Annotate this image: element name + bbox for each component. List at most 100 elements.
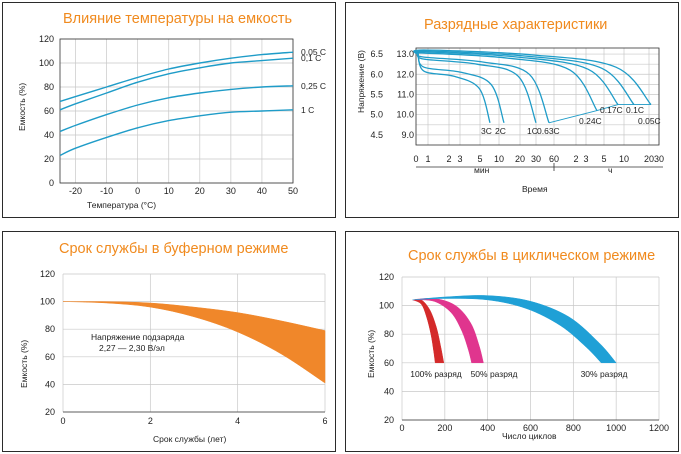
series-label: 0,05 C <box>301 47 326 57</box>
y-tick-label: 40 <box>44 130 54 140</box>
x-tick-label: 1200 <box>649 423 669 433</box>
x-tick-label: 2 <box>446 154 451 164</box>
discharge-curve <box>416 53 550 124</box>
y-tick-label: 120 <box>39 34 54 44</box>
y-tick-label: 120 <box>40 269 55 279</box>
series-label: 1 C <box>301 105 314 115</box>
series-label: 0.1C <box>626 105 644 115</box>
x-tick-label: 5 <box>601 154 606 164</box>
discharge-curve <box>414 51 619 106</box>
x-tick-label: 6 <box>322 416 327 426</box>
annotation-line-1: Напряжение подзаряда <box>91 332 185 342</box>
temperature-capacity-chart: Влияние температуры на емкость 0 20 40 60 80… <box>17 11 326 210</box>
discharge-curve <box>417 53 491 123</box>
discharge-curve <box>413 50 635 106</box>
series-label: 3C <box>481 126 492 136</box>
x-tick-label: 3 <box>457 154 462 164</box>
series-label: 0.05C <box>638 116 661 126</box>
x-tick-label: 10 <box>494 154 504 164</box>
y-tick-label: 60 <box>44 106 54 116</box>
plot-frame <box>59 38 294 184</box>
y-tick-label: 40 <box>45 379 55 389</box>
x-tick-label: 400 <box>480 423 495 433</box>
y-tick-label: 20 <box>45 407 55 417</box>
series-label: 0.24C <box>579 116 602 126</box>
x-axis-label: Температура (°C) <box>87 200 156 210</box>
x-tick-label: 0 <box>399 423 404 433</box>
x-tick-label: 20 <box>515 154 525 164</box>
series-line <box>59 57 294 111</box>
y-tick-label: 100 <box>379 301 394 311</box>
y-tick-label: 100 <box>40 297 55 307</box>
x-tick-label: -10 <box>100 186 113 196</box>
x-tick-label: 1000 <box>606 423 626 433</box>
y-axis-label: Емкость (%) <box>19 340 29 388</box>
x-tick-label: 3 <box>583 154 588 164</box>
discharge-characteristics-chart: Разрядные характеристики 0 1 2 3 5 10 20 30 60 2 3… <box>356 17 664 194</box>
y-tick-label-6v: 4.5 <box>370 130 383 140</box>
y-tick-label-12v: 12.0 <box>396 69 414 79</box>
y-tick-label-12v: 9.0 <box>401 130 414 140</box>
series-label: 100% разряд <box>410 369 462 379</box>
y-tick-label: 20 <box>44 154 54 164</box>
x-tick-label: 30 <box>226 186 236 196</box>
x-tick-label: 2 <box>148 416 153 426</box>
chart-title: Влияние температуры на емкость <box>63 11 292 27</box>
discharge-curve <box>417 53 505 124</box>
x-tick-label: 600 <box>523 423 538 433</box>
y-tick-label: 40 <box>384 386 394 396</box>
chart-title: Срок службы в буферном режиме <box>59 241 288 257</box>
discharge-curve <box>417 53 537 124</box>
y-tick-label-12v: 10.0 <box>396 110 414 120</box>
plot-frame <box>415 47 660 146</box>
cycle-band <box>412 295 617 364</box>
y-tick-label-6v: 6.5 <box>370 49 383 59</box>
float-life-band <box>62 301 326 384</box>
series-label: 0.63C <box>537 126 560 136</box>
y-tick-label: 80 <box>384 329 394 339</box>
x-tick-label: 0 <box>60 416 65 426</box>
float-life-panel: Срок службы в буферном режиме 20 40 60 80 10… <box>2 231 336 452</box>
x-tick-label: -20 <box>69 186 82 196</box>
temperature-capacity-panel: Влияние температуры на емкость 0 20 40 60 80… <box>2 2 336 218</box>
x-tick-label: 40 <box>257 186 267 196</box>
y-axis-label: Напряжение (В) <box>356 50 366 113</box>
series-label: 0,25 C <box>301 81 326 91</box>
y-tick-label: 100 <box>39 58 54 68</box>
x-tick-label: 0 <box>413 154 418 164</box>
x-tick-label: 0 <box>135 186 140 196</box>
discharge-characteristics-panel: Разрядные характеристики 0 1 2 3 5 10 20 30 60 2 3… <box>345 2 679 218</box>
x-tick-label: 60 <box>549 154 559 164</box>
chart-title: Срок службы в циклическом режиме <box>408 248 655 264</box>
cycle-life-panel: Срок службы в циклическом режиме 20 40 60 8… <box>345 231 679 452</box>
series-label: 1C <box>527 126 538 136</box>
x-tick-label: 10 <box>164 186 174 196</box>
y-axis-label: Емкость (%) <box>17 83 27 131</box>
series-label: 50% разряд <box>471 369 518 379</box>
x-tick-label: 200 <box>437 423 452 433</box>
series-line <box>59 51 294 103</box>
y-axis-label: Емкость (%) <box>366 330 376 378</box>
series-label: 0,1 C <box>301 53 321 63</box>
x-tick-label: 30 <box>654 154 664 164</box>
y-tick-label-12v: 13.0 <box>396 49 414 59</box>
end-voltage-line <box>548 104 651 124</box>
y-tick-label-6v: 5.0 <box>370 110 383 120</box>
y-tick-label-12v: 11.0 <box>397 89 414 99</box>
y-tick-label: 0 <box>49 178 54 188</box>
series-line <box>59 85 294 133</box>
x-tick-label: 20 <box>644 154 654 164</box>
y-tick-label: 60 <box>45 352 55 362</box>
cycle-life-chart: Срок службы в циклическом режиме 20 40 60 8… <box>366 248 669 441</box>
x-axis-label: Время <box>522 184 548 194</box>
x-axis-label: Число циклов <box>502 431 557 441</box>
x-unit-hour: ч <box>608 165 612 175</box>
x-axis-label: Срок службы (лет) <box>153 434 226 444</box>
float-life-chart: Срок службы в буферном режиме 2040608010… <box>19 241 328 444</box>
discharge-curve <box>415 52 598 111</box>
x-tick-label: 20 <box>195 186 205 196</box>
series-label: 0.17C <box>600 105 623 115</box>
x-tick-label: 2 <box>573 154 578 164</box>
series-label: 2C <box>495 126 506 136</box>
chart-title: Разрядные характеристики <box>424 17 607 33</box>
